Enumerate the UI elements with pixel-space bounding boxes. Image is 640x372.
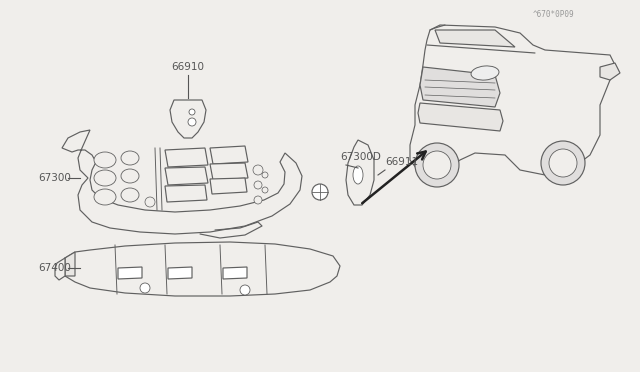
Polygon shape <box>65 252 75 276</box>
Polygon shape <box>420 67 500 107</box>
Polygon shape <box>223 267 247 279</box>
Text: 66911: 66911 <box>385 157 418 167</box>
Ellipse shape <box>94 189 116 205</box>
Ellipse shape <box>94 152 116 168</box>
Polygon shape <box>410 25 615 175</box>
Polygon shape <box>63 242 340 296</box>
Circle shape <box>189 109 195 115</box>
Circle shape <box>262 187 268 193</box>
Circle shape <box>541 141 585 185</box>
Text: ^670*0P09: ^670*0P09 <box>532 10 575 19</box>
Circle shape <box>254 181 262 189</box>
Polygon shape <box>170 100 206 138</box>
Polygon shape <box>418 103 503 131</box>
Polygon shape <box>165 148 208 167</box>
Ellipse shape <box>121 151 139 165</box>
Circle shape <box>415 143 459 187</box>
Circle shape <box>145 197 155 207</box>
Text: 67300: 67300 <box>38 173 71 183</box>
Circle shape <box>549 149 577 177</box>
Polygon shape <box>118 267 142 279</box>
Circle shape <box>312 184 328 200</box>
Text: 67300D: 67300D <box>340 152 381 162</box>
Polygon shape <box>165 167 208 185</box>
Circle shape <box>188 118 196 126</box>
Polygon shape <box>346 140 374 205</box>
Polygon shape <box>435 30 515 47</box>
Circle shape <box>253 165 263 175</box>
Ellipse shape <box>121 169 139 183</box>
Circle shape <box>240 285 250 295</box>
Circle shape <box>254 196 262 204</box>
Ellipse shape <box>353 166 363 184</box>
Polygon shape <box>210 146 248 164</box>
Ellipse shape <box>121 188 139 202</box>
Ellipse shape <box>471 66 499 80</box>
Polygon shape <box>210 178 247 194</box>
Circle shape <box>140 283 150 293</box>
Polygon shape <box>165 185 207 202</box>
Text: 66910: 66910 <box>172 62 205 72</box>
Polygon shape <box>62 130 302 234</box>
Polygon shape <box>55 258 65 280</box>
Polygon shape <box>600 63 620 80</box>
Polygon shape <box>168 267 192 279</box>
Ellipse shape <box>94 170 116 186</box>
Circle shape <box>423 151 451 179</box>
Circle shape <box>262 172 268 178</box>
Text: 67400: 67400 <box>38 263 71 273</box>
Polygon shape <box>210 163 248 180</box>
